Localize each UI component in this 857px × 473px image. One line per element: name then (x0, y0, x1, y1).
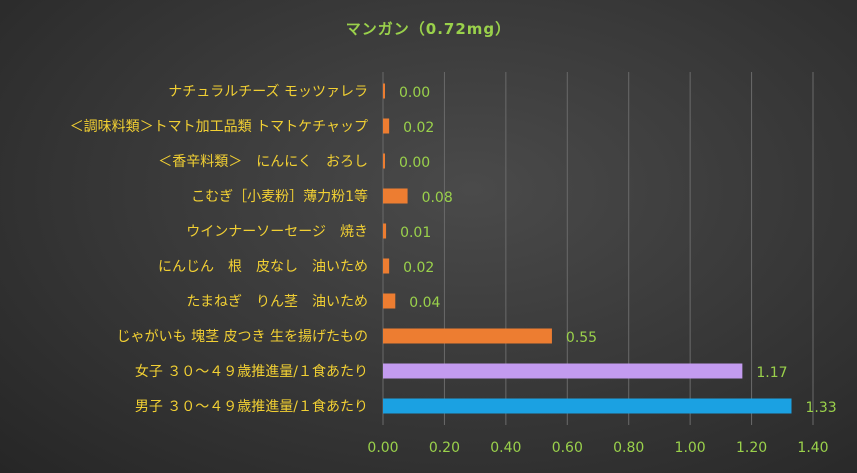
chart-title: マンガン（0.72mg） (345, 20, 512, 38)
bar (383, 258, 390, 274)
value-label: 0.00 (399, 155, 430, 171)
value-label: 0.04 (409, 295, 440, 311)
category-label: にんじん 根 皮なし 油いため (158, 259, 368, 275)
bar (383, 153, 385, 169)
x-tick-label: 0.60 (552, 440, 583, 456)
value-label: 0.01 (400, 225, 431, 241)
bar (383, 83, 385, 99)
bar (383, 398, 792, 414)
bar (383, 293, 396, 309)
x-tick-label: 0.40 (490, 440, 521, 456)
category-label: ウインナーソーセージ 焼き (186, 224, 368, 240)
category-label: ＜調味料類＞トマト加工品類 トマトケチャップ (70, 119, 368, 135)
x-tick-label: 0.20 (429, 440, 460, 456)
bar (383, 328, 552, 344)
x-tick-label: 1.00 (675, 440, 706, 456)
value-label: 0.02 (403, 260, 434, 276)
category-label: たまねぎ りん茎 油いため (186, 294, 368, 310)
category-label: こむぎ［小麦粉］薄力粉1等 (191, 188, 368, 205)
x-tick-label: 1.40 (797, 440, 828, 456)
value-label: 0.08 (422, 190, 453, 206)
category-label: じゃがいも 塊茎 皮つき 生を揚げたもの (117, 328, 368, 345)
value-label: 0.02 (403, 120, 434, 136)
bar (383, 223, 387, 239)
value-label: 1.17 (756, 365, 787, 381)
value-label: 0.55 (566, 330, 597, 346)
bar (383, 363, 743, 379)
value-label: 1.33 (806, 400, 837, 416)
value-label: 0.00 (399, 85, 430, 101)
x-tick-label: 1.20 (736, 440, 767, 456)
category-label: ＜香辛料類＞ にんにく おろし (158, 154, 368, 170)
bar (383, 188, 408, 204)
category-label: ナチュラルチーズ モッツァレラ (168, 84, 368, 100)
category-label: 女子 ３０～４９歳推進量/１食あたり (135, 363, 368, 380)
x-tick-label: 0.00 (367, 440, 398, 456)
bar (383, 118, 390, 134)
x-tick-label: 0.80 (613, 440, 644, 456)
category-label: 男子 ３０～４９歳推進量/１食あたり (135, 398, 368, 415)
